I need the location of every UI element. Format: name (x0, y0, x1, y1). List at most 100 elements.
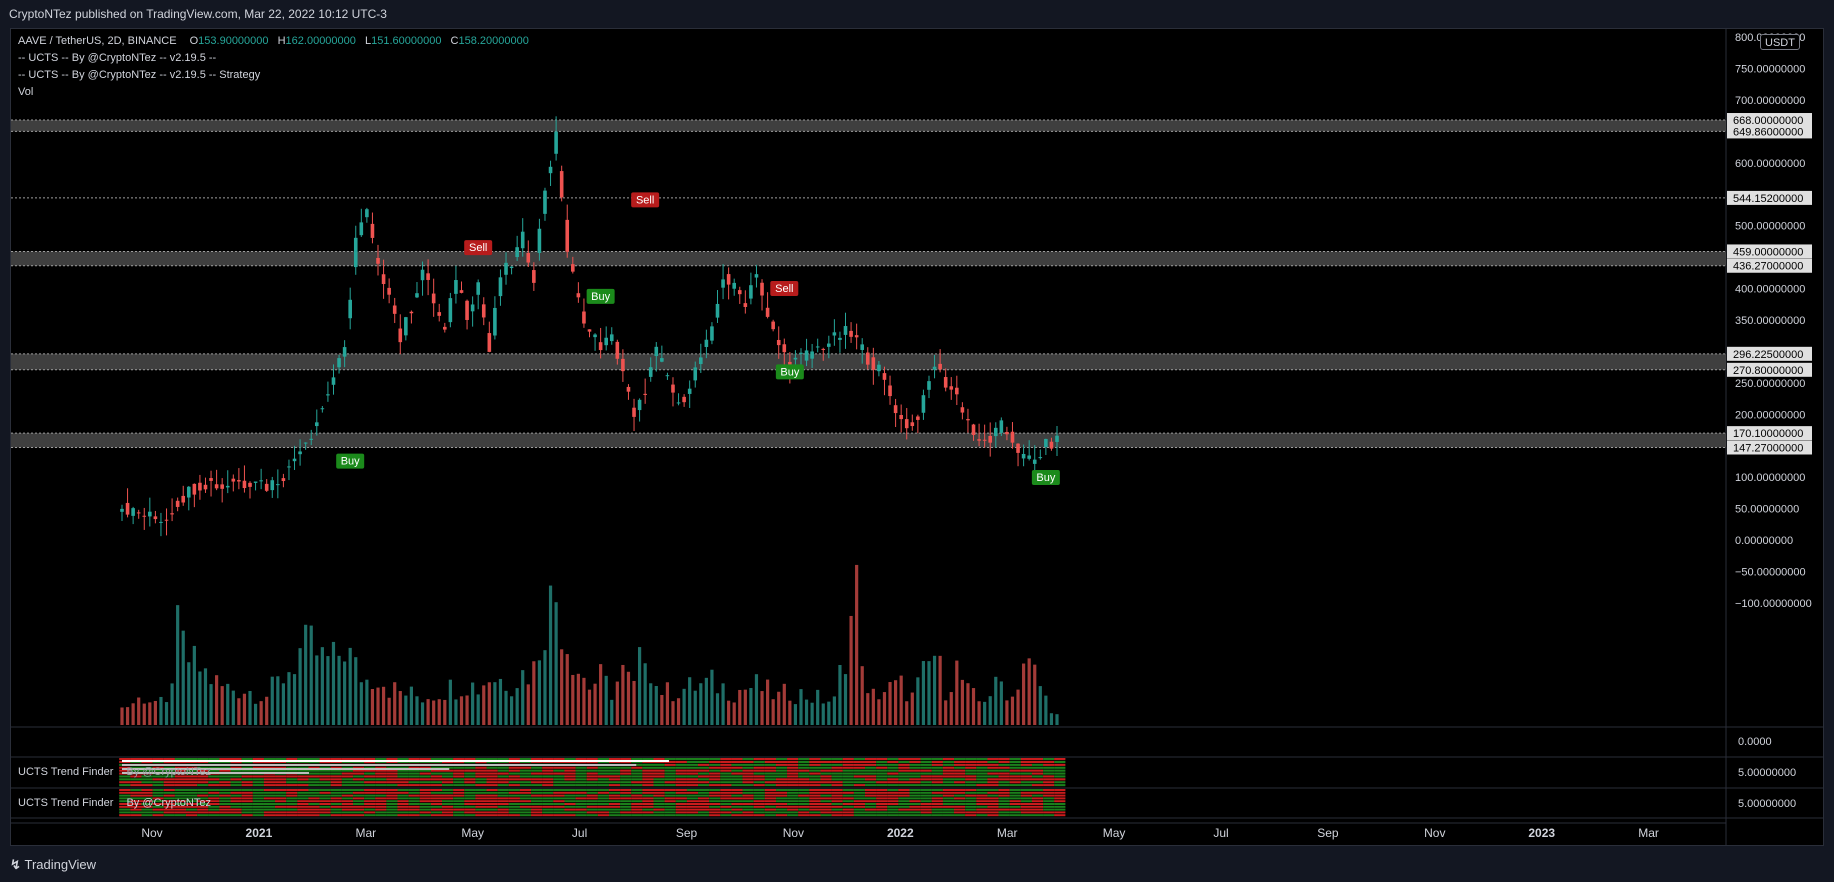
trend-finder-1-stripe (798, 763, 810, 766)
trend-finder-2-stripe (642, 803, 654, 805)
trend-finder-2-stripe (831, 791, 843, 794)
trend-finder-1-stripe (163, 769, 175, 772)
trend-finder-1-stripe (441, 775, 454, 778)
trend-finder-1-stripe (1043, 766, 1055, 769)
sell-signal-text: Sell (775, 283, 793, 295)
trend-finder-1-stripe (375, 766, 387, 769)
trend-finder-2-stripe (486, 800, 498, 803)
volume-bar (899, 675, 903, 725)
trend-finder-1-stripe (620, 778, 632, 781)
trend-finder-2-stripe (987, 811, 999, 814)
trend-finder-1-stripe (698, 781, 710, 784)
trend-finder-1-stripe (942, 778, 955, 781)
trend-finder-2-stripe (542, 797, 554, 800)
trend-finder-2-stripe (831, 797, 843, 800)
trend-finder-1-stripe (1054, 781, 1066, 784)
trend-finder-2-stripe (820, 805, 832, 808)
trend-finder-1-stripe (185, 781, 198, 784)
trend-finder-1-stripe (531, 781, 543, 784)
volume-bar (215, 675, 219, 725)
trend-finder-2-stripe (341, 800, 354, 803)
trend-finder-2-stripe (876, 803, 888, 805)
trend-finder-2-stripe (731, 814, 743, 817)
trend-finder-2-stripe (653, 797, 665, 800)
trend-finder-1-stripe (586, 758, 598, 761)
trend-finder-1-stripe (731, 778, 743, 781)
trend-finder-1-stripe (742, 775, 754, 778)
tradingview-logo-icon[interactable]: ↯ (10, 857, 25, 872)
trend-finder-1-stripe (631, 784, 643, 787)
trend-finder-1-stripe (286, 784, 298, 787)
trend-finder-1-stripe (742, 760, 754, 763)
symbol-label[interactable]: AAVE / TetherUS, 2D, BINANCE (18, 35, 177, 47)
trend-finder-2-stripe (764, 808, 776, 811)
volume-bar (1027, 658, 1031, 725)
volume-bar (226, 683, 230, 725)
trend-finder-pane-2-label[interactable]: UCTS Trend Finder By @CryptoNTez (18, 797, 211, 809)
trend-finder-1-stripe (987, 760, 999, 763)
trend-finder-1-stripe (931, 775, 943, 778)
candle-body (877, 364, 881, 372)
trend-finder-1-stripe (430, 778, 443, 781)
trend-finder-1-stripe (430, 772, 443, 775)
trend-finder-2-stripe (208, 789, 220, 791)
trend-finder-1-stripe (920, 758, 932, 761)
candle-body (754, 274, 759, 278)
trend-finder-1-stripe (920, 760, 932, 763)
trend-finder-1-stripe (853, 775, 866, 778)
trend-finder-2-stripe (230, 805, 242, 808)
trend-finder-2-stripe (319, 800, 331, 803)
trend-finder-1-stripe (642, 766, 654, 769)
candle-body (365, 209, 369, 218)
trend-finder-2-stripe (653, 808, 665, 811)
trend-finder-1-stripe (820, 772, 832, 775)
trend-finder-2-stripe (987, 805, 999, 808)
footer-brand[interactable]: TradingView (24, 857, 97, 872)
trend-finder-2-stripe (709, 805, 721, 808)
trend-finder-2-stripe (130, 811, 142, 814)
x-tick-label: Jul (1213, 826, 1228, 840)
trend-finder-2-stripe (742, 791, 754, 794)
trend-finder-2-stripe (998, 797, 1010, 800)
indicator-legend-ucts[interactable]: -- UCTS -- By @CryptoNTez -- v2.19.5 -- (18, 52, 217, 64)
trend-finder-1-stripe (241, 766, 253, 769)
trend-finder-2-stripe (675, 791, 687, 794)
trend-finder-2-stripe (397, 789, 409, 791)
trend-finder-2-stripe (1043, 814, 1055, 817)
trend-finder-1-stripe (698, 758, 710, 761)
trend-finder-2-stripe (341, 794, 354, 797)
trend-finder-2-stripe (642, 797, 654, 800)
trend-finder-1-stripe (620, 781, 632, 784)
trend-finder-2-stripe (887, 789, 899, 791)
trend-finder-1-stripe (408, 758, 420, 761)
trend-finder-1-stripe (364, 775, 376, 778)
trend-finder-pane-1-label[interactable]: UCTS Trend Finder By @CryptoNTez (18, 766, 211, 778)
trend-finder-2-stripe (920, 789, 932, 791)
trend-finder-2-stripe (297, 814, 309, 817)
trend-finder-2-stripe (764, 803, 776, 805)
trend-finder-1-stripe (141, 781, 153, 784)
price-level-badge-text: 459.00000000 (1733, 246, 1803, 258)
candle-body (242, 480, 247, 489)
candle-body (571, 264, 575, 272)
trend-finder-1-stripe (542, 775, 554, 778)
trend-finder-2-stripe (419, 805, 431, 808)
trend-finder-1-stripe (1020, 758, 1033, 761)
trend-finder-1-stripe (686, 781, 699, 784)
trend-finder-1-stripe (542, 769, 554, 772)
trend-finder-2-stripe (130, 797, 142, 800)
trend-finder-1-stripe (330, 778, 342, 781)
trend-finder-1-stripe (208, 781, 220, 784)
volume-bar (365, 679, 369, 725)
volume-bar (810, 702, 814, 725)
indicator-legend-strategy[interactable]: -- UCTS -- By @CryptoNTez -- v2.19.5 -- … (18, 69, 261, 81)
trend-finder-1-stripe (263, 769, 276, 772)
trend-finder-2-stripe (152, 789, 164, 791)
trend-finder-1-stripe (219, 766, 231, 769)
indicator-legend-volume[interactable]: Vol (18, 86, 34, 98)
trend-finder-1-stripe (798, 784, 810, 787)
trend-finder-1-stripe (586, 784, 598, 787)
currency-unit-badge[interactable]: USDT (1760, 34, 1800, 50)
trend-finder-2-stripe (497, 800, 509, 803)
